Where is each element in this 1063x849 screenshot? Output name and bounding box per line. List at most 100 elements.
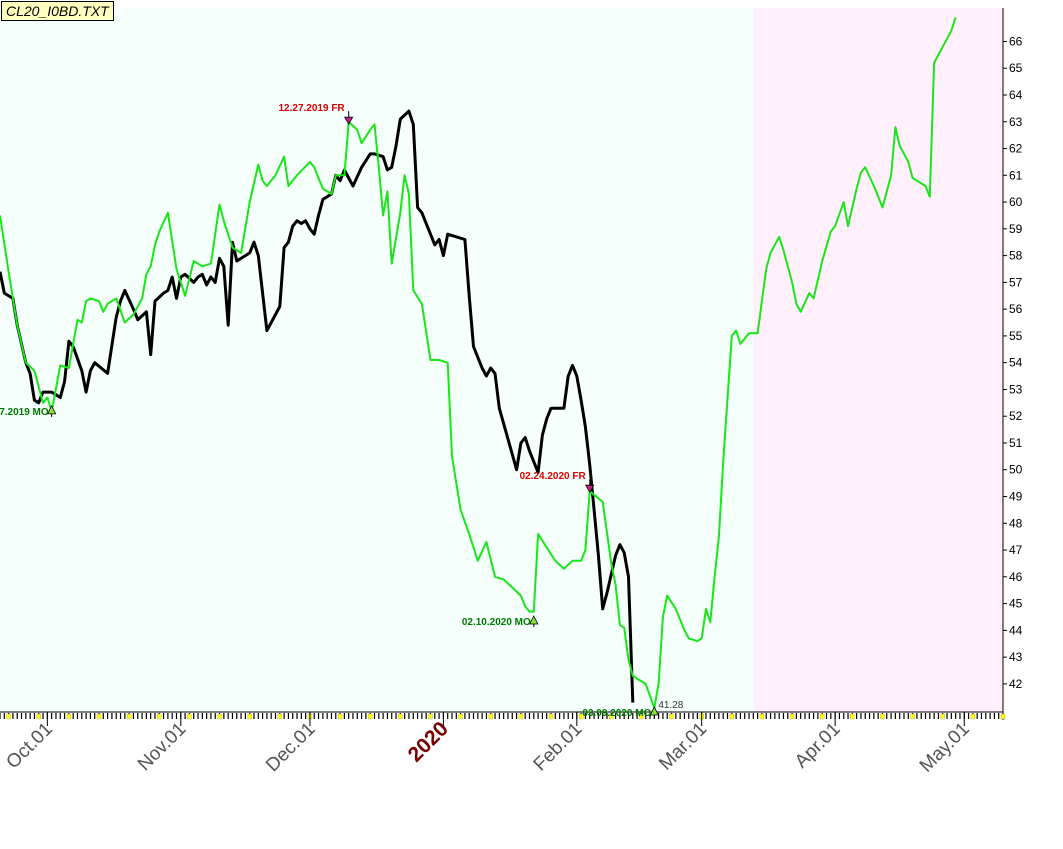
x-minor-tick [985,713,987,719]
x-minor-tick [167,713,169,719]
x-minor-tick [313,713,315,719]
x-minor-tick [257,713,259,719]
x-week-marker [518,713,524,720]
annotation-value-label: 41.28 [658,700,683,711]
x-minor-tick [119,713,122,719]
x-minor-tick [795,713,797,719]
x-week-marker [639,713,644,720]
x-minor-tick [920,713,922,719]
x-minor-tick [688,713,690,719]
x-minor-tick [847,713,849,719]
x-minor-tick [748,713,750,719]
x-minor-tick [752,713,754,719]
x-minor-tick [571,713,574,719]
y-tick-label: 55 [1009,329,1023,343]
x-minor-tick [959,713,961,719]
x-minor-tick [864,713,866,719]
x-minor-tick [455,713,457,719]
x-minor-tick [356,713,358,719]
forecast-series-line [0,17,957,709]
x-minor-tick [511,713,513,719]
x-minor-tick [382,713,384,719]
x-minor-tick [85,713,87,719]
x-minor-tick [782,713,785,719]
x-minor-tick [81,713,83,719]
x-minor-tick [705,713,707,719]
x-minor-tick [722,713,724,719]
x-tick-label: Mar.01 [655,719,711,775]
x-week-marker [488,713,493,720]
x-minor-tick [33,713,36,719]
x-minor-tick [597,713,599,719]
x-minor-tick [253,713,255,719]
down-arrow-marker [343,116,354,125]
y-tick-label: 48 [1009,516,1023,530]
x-tick-label: Oct.01 [2,719,56,773]
x-minor-tick [903,713,905,719]
x-minor-tick [907,713,909,719]
x-minor-tick [137,713,139,719]
x-minor-tick [404,713,406,719]
x-minor-tick [524,713,526,719]
x-minor-tick [924,713,927,719]
forecast-region-background [753,8,1003,712]
x-minor-tick [59,713,61,719]
x-minor-tick [175,713,178,719]
x-minor-tick [645,713,647,719]
y-tick-label: 42 [1009,677,1023,691]
x-minor-tick [593,713,595,719]
x-minor-tick [774,713,776,719]
x-minor-tick [12,713,14,719]
x-minor-tick [726,713,729,719]
x-minor-tick [141,713,143,719]
x-minor-tick [63,713,66,719]
x-week-marker [548,713,554,720]
x-minor-tick [769,713,772,719]
y-tick-label: 46 [1009,570,1023,584]
x-tick-label: Feb.01 [530,719,587,776]
x-minor-tick [481,713,483,719]
x-minor-tick [998,713,1000,719]
x-minor-tick [623,713,625,719]
y-tick-label: 43 [1009,650,1023,664]
x-tick-label: Dec.01 [262,719,319,776]
annotation-label: 7.2019 MO [0,407,49,418]
x-minor-tick [735,713,737,719]
x-minor-tick [287,713,290,719]
x-minor-tick [322,713,324,719]
x-minor-tick [614,713,617,719]
y-tick-label: 59 [1009,222,1023,236]
x-minor-tick [808,713,810,719]
x-minor-tick [51,713,53,719]
x-minor-tick [360,713,363,719]
x-minor-tick [365,713,367,719]
x-minor-tick [317,713,320,719]
x-minor-tick [214,713,216,719]
x-minor-tick [877,713,879,719]
x-minor-tick [980,713,983,719]
x-minor-tick [916,713,918,719]
x-minor-tick [55,713,57,719]
x-minor-tick [107,713,109,719]
x-minor-tick [967,713,970,719]
x-minor-tick [868,713,871,719]
x-minor-tick [744,713,746,719]
x-minor-tick [800,713,802,719]
x-minor-tick [563,713,565,719]
x-minor-tick [584,713,587,719]
x-minor-tick [946,713,948,719]
x-minor-tick [305,713,307,719]
x-week-marker [398,713,403,720]
x-week-marker [970,713,976,720]
x-minor-tick [890,713,892,719]
x-minor-tick [391,713,393,719]
x-week-marker [1000,713,1006,720]
x-minor-tick [929,713,931,719]
x-minor-tick [335,713,337,719]
x-minor-tick [627,713,630,719]
x-week-marker [940,713,945,720]
y-tick-label: 56 [1009,302,1023,316]
x-minor-tick [451,713,453,719]
x-week-marker [729,713,734,720]
x-minor-tick [718,713,720,719]
